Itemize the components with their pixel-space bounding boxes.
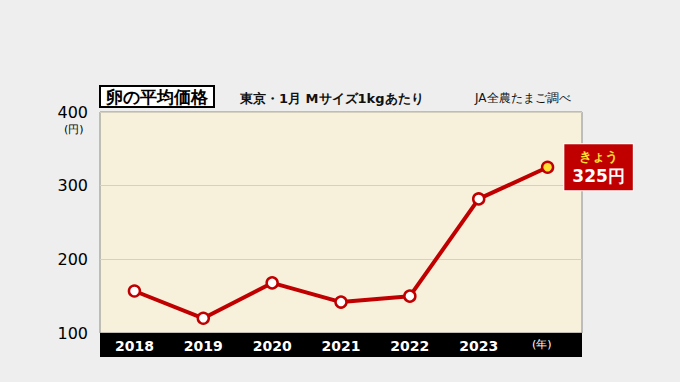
svg-text:(円): (円) (64, 123, 84, 136)
svg-text:東京・1月 Mサイズ1kgあたり: 東京・1月 Mサイズ1kgあたり (239, 91, 424, 106)
svg-text:卵の平均価格: 卵の平均価格 (105, 87, 209, 107)
svg-text:きょう: きょう (579, 149, 618, 164)
svg-text:(年): (年) (532, 338, 552, 351)
svg-text:2020: 2020 (253, 338, 292, 354)
svg-text:325円: 325円 (572, 166, 625, 186)
svg-text:2022: 2022 (390, 338, 429, 354)
svg-text:100: 100 (57, 324, 88, 343)
svg-text:300: 300 (57, 176, 88, 195)
svg-text:200: 200 (57, 250, 88, 269)
svg-text:JA全農たまご調べ: JA全農たまご調べ (474, 91, 571, 105)
svg-text:2019: 2019 (184, 338, 223, 354)
svg-text:2023: 2023 (459, 338, 498, 354)
svg-text:400: 400 (57, 103, 88, 122)
svg-text:2021: 2021 (322, 338, 361, 354)
svg-text:2018: 2018 (115, 338, 154, 354)
